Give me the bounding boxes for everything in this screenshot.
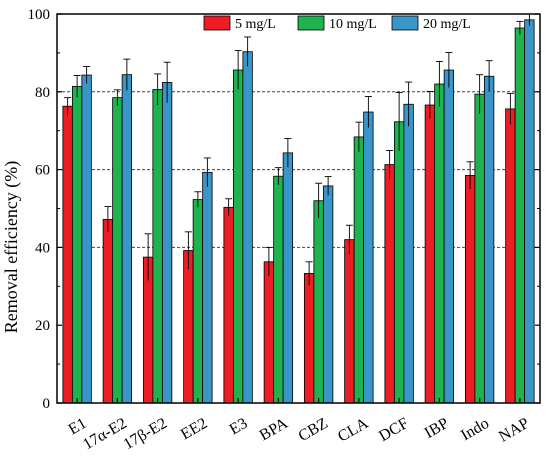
- bar: [483, 75, 495, 404]
- bar: [112, 97, 123, 404]
- bar: [344, 239, 355, 404]
- bar: [505, 108, 516, 404]
- bar: [223, 206, 234, 404]
- bar: [464, 175, 476, 404]
- bar: [322, 185, 334, 404]
- error-bars: [64, 13, 533, 286]
- x-tick-label: 17α-E2: [80, 415, 130, 453]
- bar: [524, 19, 535, 404]
- y-tick-label: 60: [35, 163, 50, 179]
- bar: [62, 105, 73, 404]
- x-tick-label: NAP: [496, 415, 532, 446]
- bars: [62, 19, 535, 404]
- bar: [434, 83, 445, 404]
- legend-label: 10 mg/L: [329, 17, 377, 32]
- bar: [273, 175, 284, 404]
- bar: [192, 199, 204, 404]
- legend-label: 20 mg/L: [423, 17, 471, 32]
- bar: [183, 250, 194, 404]
- bar: [353, 136, 365, 404]
- bar: [443, 69, 455, 404]
- y-tick-label: 0: [43, 396, 51, 412]
- x-tick-label: 17β-E2: [121, 415, 170, 453]
- bar: [102, 218, 114, 404]
- bar: [121, 74, 133, 404]
- bar: [474, 93, 485, 404]
- x-tick-label: E3: [227, 415, 251, 439]
- bar: [202, 171, 213, 404]
- legend-swatch: [391, 15, 419, 31]
- x-tick-label: E1: [66, 415, 90, 439]
- bar: [403, 103, 414, 404]
- bar: [393, 121, 405, 404]
- bar: [71, 85, 83, 404]
- bar: [303, 273, 315, 404]
- y-axis: 0 20 40 60 80 100: [28, 7, 540, 412]
- x-tick-label: Indo: [458, 415, 492, 444]
- x-tick-label: CLA: [335, 415, 372, 446]
- bar: [232, 69, 244, 404]
- legend-label: 5 mg/L: [235, 17, 276, 32]
- legend-swatch: [203, 15, 231, 31]
- x-tick-label: IBP: [422, 415, 452, 442]
- legend: 5 mg/L 10 mg/L 20 mg/L: [203, 15, 471, 32]
- y-tick-label: 100: [28, 7, 51, 23]
- bar: [282, 152, 294, 404]
- x-tick-label: DCF: [376, 415, 412, 445]
- x-tick-label: BPA: [257, 415, 292, 445]
- bar: [313, 200, 324, 404]
- legend-swatch: [297, 15, 325, 31]
- bar: [363, 111, 374, 404]
- y-tick-label: 80: [35, 85, 50, 101]
- y-axis-title: Removal efficiency (%): [1, 161, 22, 334]
- bar: [152, 89, 163, 404]
- bar: [161, 82, 173, 404]
- bar: [384, 164, 395, 404]
- y-tick-label: 20: [35, 318, 50, 334]
- gridlines: [57, 91, 540, 248]
- bar: [424, 104, 436, 404]
- bar: [81, 74, 92, 404]
- bar: [514, 27, 526, 404]
- bar: [242, 51, 253, 404]
- y-tick-label: 40: [35, 240, 50, 256]
- bar: [263, 261, 275, 404]
- x-tick-label: EE2: [178, 415, 210, 443]
- x-tick-label: CBZ: [296, 415, 331, 445]
